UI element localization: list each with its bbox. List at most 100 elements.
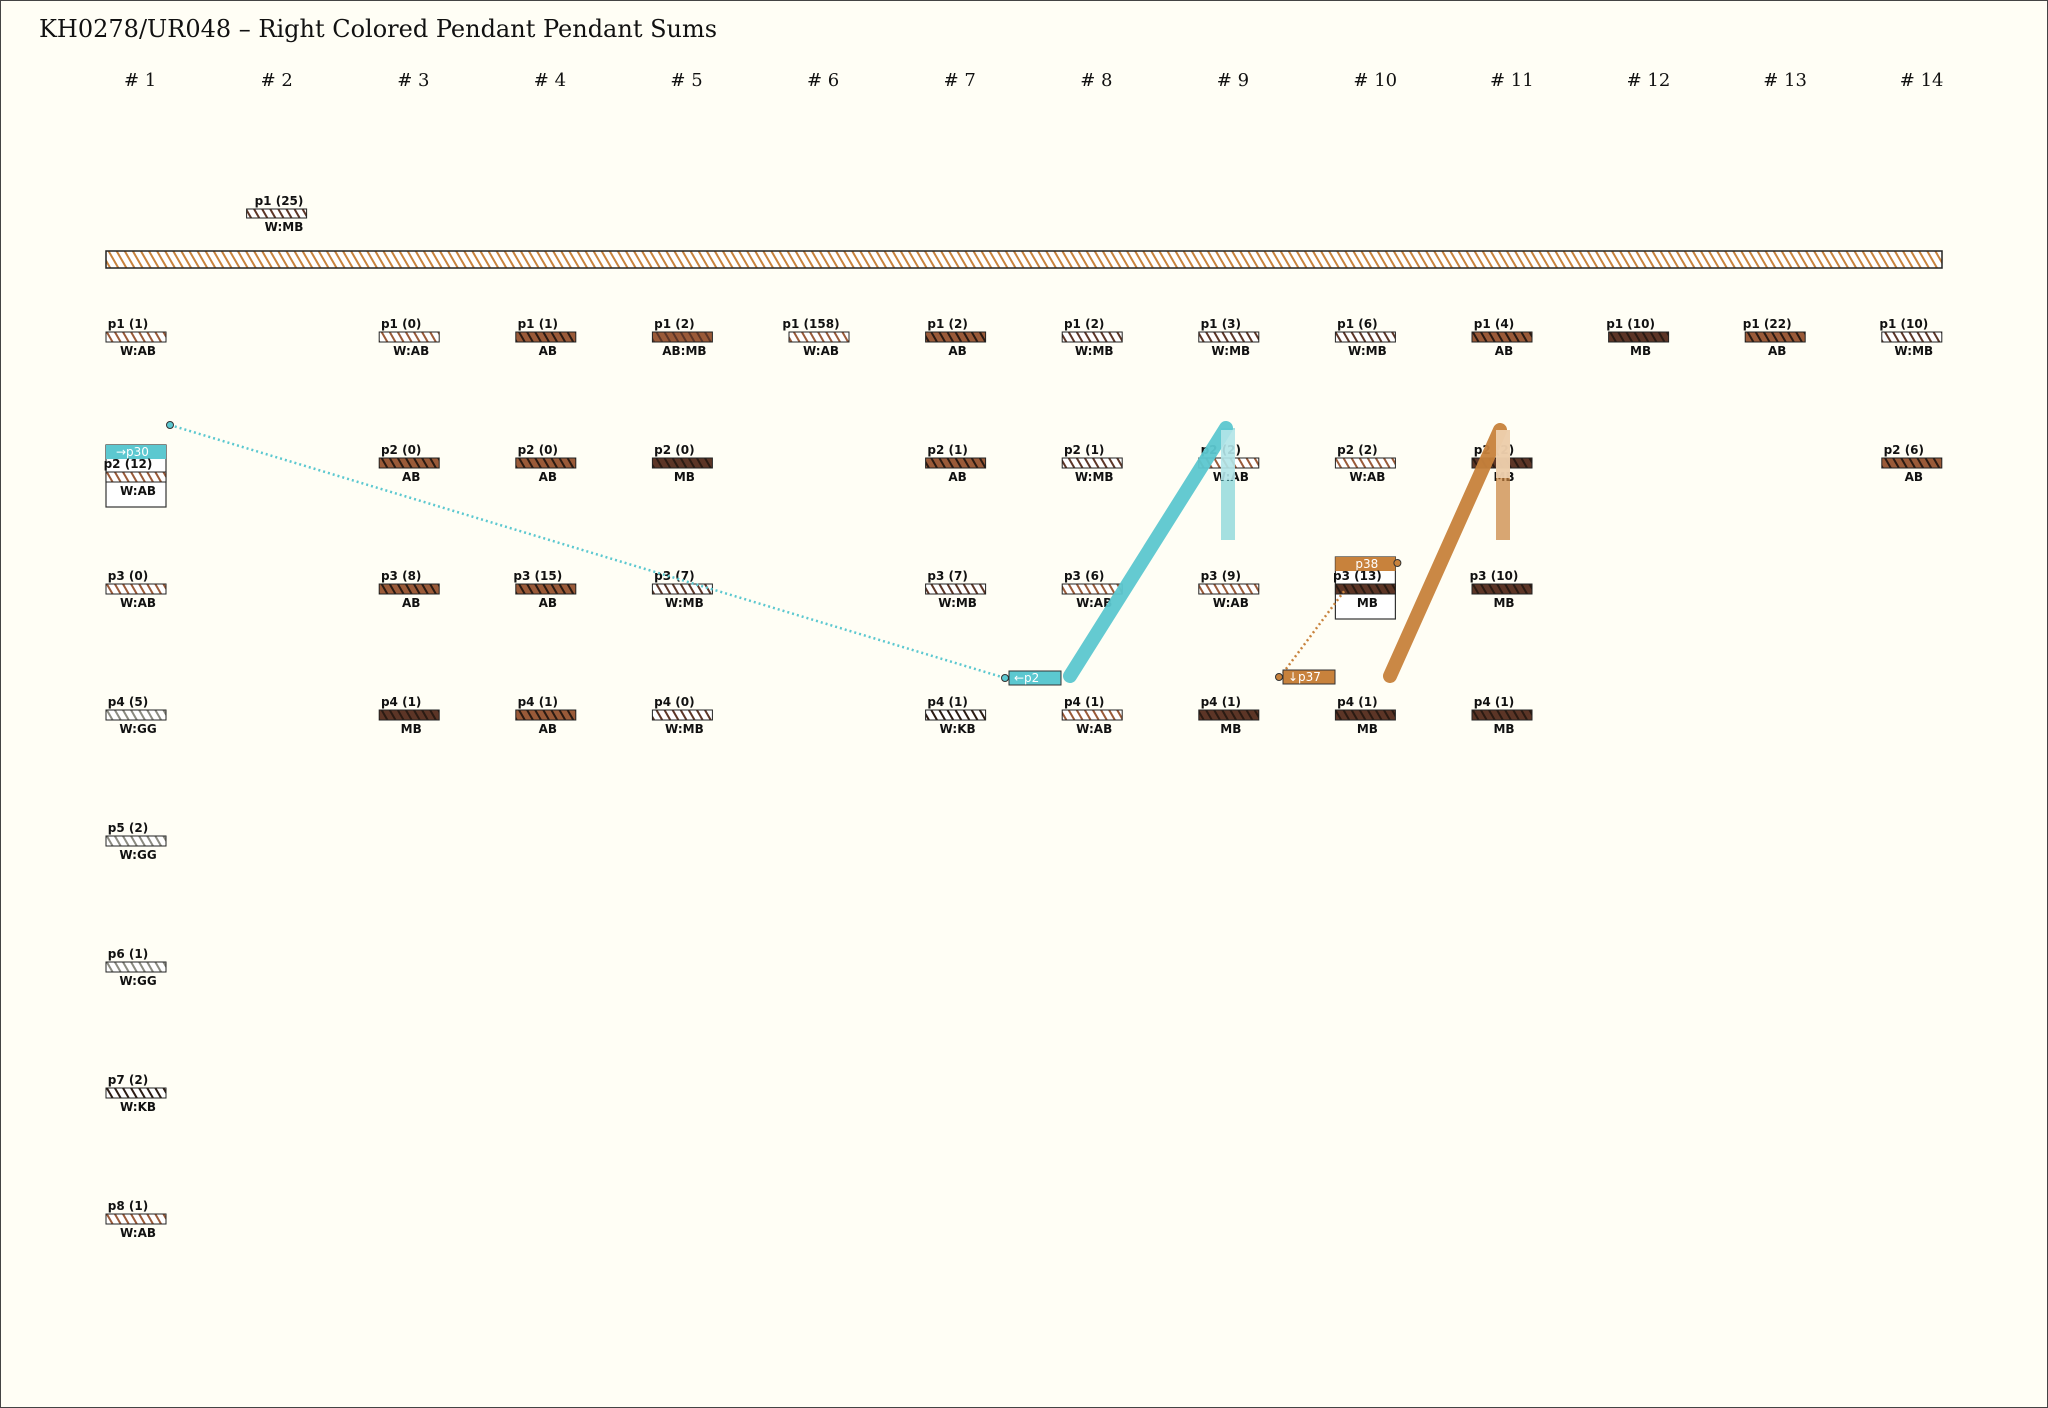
group-header: # 6: [807, 70, 839, 91]
pendant-color: W:AB: [1076, 722, 1112, 736]
group-header: # 11: [1490, 70, 1534, 91]
group-header: # 5: [670, 70, 702, 91]
pendant-label: p1 (3): [1201, 317, 1241, 331]
pendant-cord: p4 (1) W:KB: [925, 695, 987, 736]
pendant-color: AB: [539, 722, 557, 736]
pendant-label: p1 (158): [782, 317, 839, 331]
pendant-color: W:MB: [1075, 344, 1114, 358]
pendant-color: AB: [539, 344, 557, 358]
pendant-color: W:AB: [393, 344, 429, 358]
pendant-label: p3 (15): [513, 569, 562, 583]
pendant-cord: p1 (2) W:MB: [1061, 317, 1123, 358]
pendant-swatch: [105, 471, 167, 483]
pendant-cord: p2 (2) W:AB: [1334, 443, 1396, 484]
pendant-label: p4 (1): [1201, 695, 1241, 709]
pendant-color: W:GG: [119, 722, 156, 736]
pendant-color: W:AB: [1076, 596, 1112, 610]
pendant-label: p3 (10): [1470, 569, 1519, 583]
pendant-swatch: [1334, 583, 1396, 595]
link-tag-text: →p30: [116, 445, 149, 459]
pendant-label: p1 (1): [108, 317, 148, 331]
pendant-swatch: [651, 583, 713, 595]
pendant-cord: p1 (2) AB: [925, 317, 987, 358]
pendant-swatch: [788, 331, 850, 343]
group-header: # 14: [1900, 70, 1944, 91]
pendant-label: p1 (0): [381, 317, 421, 331]
pendant-label: p3 (0): [108, 569, 148, 583]
pendant-cord: p5 (2) W:GG: [105, 821, 167, 862]
link-tag-text: ←p2: [1014, 671, 1039, 685]
pendant-color: AB: [402, 596, 420, 610]
pendant-swatch: [1608, 331, 1670, 343]
pendant-label: p2 (2): [1337, 443, 1377, 457]
pendant-cord: p4 (0) W:MB: [651, 695, 713, 736]
pendant-color: MB: [1357, 722, 1378, 736]
pendant-cord: p1 (0) W:AB: [378, 317, 440, 358]
pendant-cord: p3 (7) W:MB: [651, 569, 713, 610]
pendant-cord: p4 (1) MB: [1334, 695, 1396, 736]
pendant-label: p2 (0): [654, 443, 694, 457]
pendant-color: AB:MB: [662, 344, 706, 358]
pendant-swatch: [105, 1087, 167, 1099]
pendant-swatch: [1198, 331, 1260, 343]
group-header: # 2: [261, 70, 293, 91]
pendant-label: p3 (9): [1201, 569, 1241, 583]
pendant-color: MB: [1493, 722, 1514, 736]
pendant-cord: p3 (7) W:MB: [925, 569, 987, 610]
pendant-color: MB: [1493, 596, 1514, 610]
pendant-swatch: [1334, 331, 1396, 343]
pendant-label: p1 (10): [1606, 317, 1655, 331]
link-tag: [106, 445, 166, 459]
pendant-color: AB: [1905, 470, 1923, 484]
pendant-label: p1 (1): [518, 317, 558, 331]
pendant-swatch: [515, 457, 577, 469]
pendant-color: W:MB: [1075, 470, 1114, 484]
pendant-swatch: [925, 331, 987, 343]
pendant-label: p2 (0): [381, 443, 421, 457]
pendant-label: p4 (1): [518, 695, 558, 709]
pendant-cord: p8 (1) W:AB: [105, 1199, 167, 1240]
pendant-label: p4 (1): [1337, 695, 1377, 709]
pendant-label: p1 (4): [1474, 317, 1514, 331]
pendant-cord: p1 (1) W:AB: [105, 317, 167, 358]
pendant-label: p1 (22): [1743, 317, 1792, 331]
pendant-label: p2 (12): [104, 457, 153, 471]
pendant-color: W:MB: [1894, 344, 1933, 358]
pendant-swatch: [105, 583, 167, 595]
pendant-cord: p3 (8) AB: [378, 569, 440, 610]
pendant-swatch: [1471, 709, 1533, 721]
pendant-label: p6 (1): [108, 947, 148, 961]
pendant-cord: p3 (6) W:AB: [1061, 569, 1123, 610]
pendant-color: W:AB: [120, 596, 156, 610]
pendant-label: p2 (0): [518, 443, 558, 457]
pendant-cord: p4 (1) W:AB: [1061, 695, 1123, 736]
pendant-swatch: [651, 331, 713, 343]
pendant-swatch: [515, 583, 577, 595]
pendant-swatch: [1881, 457, 1943, 469]
pendant-label: p1 (2): [1064, 317, 1104, 331]
pendant-cord: p2 (0) AB: [515, 443, 577, 484]
pendant-color: MB: [1357, 596, 1378, 610]
pendant-cord: p1 (4) AB: [1471, 317, 1533, 358]
pendant-cord: p1 (10) W:MB: [1879, 317, 1943, 358]
pendant-color: MB: [401, 722, 422, 736]
pendant-color: W:KB: [120, 1100, 156, 1114]
pendant-cord: p1 (158) W:AB: [782, 317, 850, 358]
link-tag-text: ↓p37: [1288, 670, 1321, 684]
group-header: # 3: [397, 70, 429, 91]
pendant-color: W:AB: [1349, 470, 1385, 484]
pendant-label: p2 (1): [1064, 443, 1104, 457]
pendant-swatch: [515, 709, 577, 721]
pendant-color: AB: [948, 470, 966, 484]
pendant-cord: p3 (15) AB: [513, 569, 577, 610]
pendant-cord: p1 (2) AB:MB: [651, 317, 713, 358]
group-header: # 9: [1217, 70, 1249, 91]
pendant-cord: p1 (1) AB: [515, 317, 577, 358]
pendant-swatch: [515, 331, 577, 343]
pendant-label: p7 (2): [108, 1073, 148, 1087]
pendant-swatch: [1471, 331, 1533, 343]
pendant-color: W:MB: [1348, 344, 1387, 358]
pendant-color: W:GG: [119, 848, 156, 862]
